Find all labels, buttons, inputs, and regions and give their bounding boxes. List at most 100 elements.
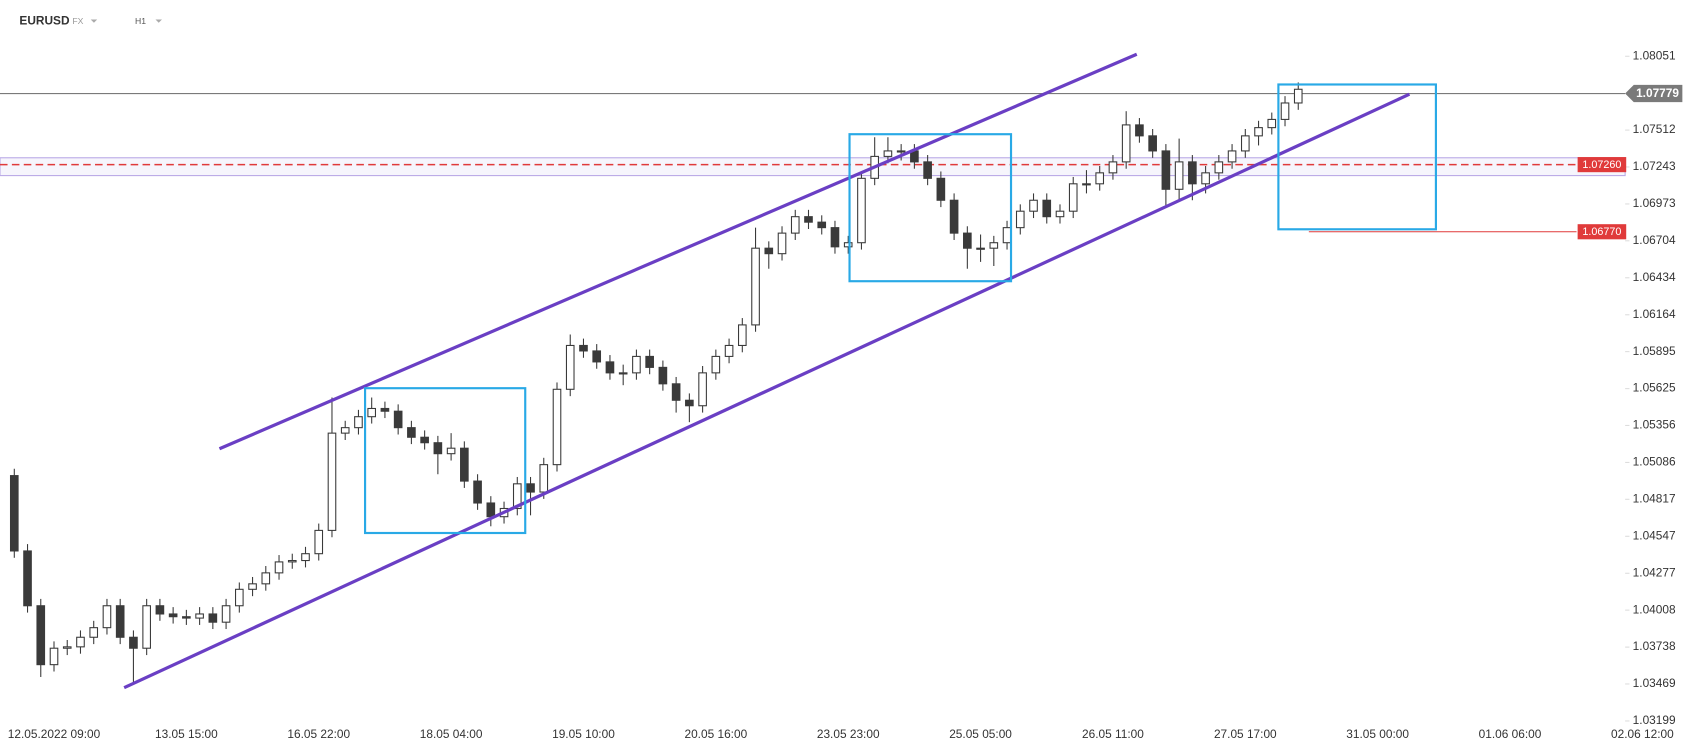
candle-body [936, 177, 946, 201]
x-tick-label: 02.06 12:00 [1611, 727, 1674, 741]
candle-body [632, 355, 641, 374]
symbol[interactable]: EURUSD [19, 14, 70, 28]
y-tick-label: 1.05625 [1633, 381, 1676, 395]
market: FX [72, 16, 83, 26]
resistance-zone [0, 157, 1626, 177]
candle-body [565, 344, 575, 390]
y-tick-label: 1.06164 [1633, 307, 1676, 321]
candle-body [1293, 88, 1303, 104]
x-tick-label: 19.05 10:00 [552, 727, 615, 741]
y-tick-label: 1.07243 [1633, 159, 1676, 173]
candle-body [208, 613, 218, 623]
candle-body [486, 502, 496, 518]
candle-body [36, 605, 46, 666]
candle-body [261, 572, 271, 585]
interval[interactable]: H1 [135, 16, 146, 26]
x-tick-label: 23.05 23:00 [817, 727, 880, 741]
y-tick-label: 1.06973 [1633, 196, 1676, 210]
candle-body [1055, 210, 1065, 218]
candle-body [1042, 199, 1052, 218]
level-tag [1577, 224, 1627, 240]
y-tick-label: 1.04008 [1633, 602, 1676, 616]
candle-body [1135, 124, 1144, 137]
candle-body [989, 242, 999, 249]
candle-body [407, 427, 416, 438]
candle-body [923, 161, 932, 179]
y-tick-label: 1.08051 [1633, 48, 1676, 62]
candle-body [433, 442, 443, 455]
x-tick-label: 27.05 17:00 [1214, 727, 1277, 741]
y-tick-label: 1.06704 [1633, 233, 1676, 247]
interval-dropdown[interactable] [155, 19, 162, 23]
candle-body [1082, 183, 1091, 186]
candle-body [1068, 183, 1078, 212]
candle-body [777, 232, 787, 255]
candle-body [195, 613, 204, 619]
candle-body [314, 529, 324, 555]
x-tick-label: 26.05 11:00 [1082, 727, 1144, 741]
candle-body [1174, 161, 1184, 190]
candle-body [367, 407, 377, 418]
candle-body [605, 361, 615, 374]
y-tick-label: 1.04547 [1633, 528, 1676, 542]
candle-body [1227, 150, 1237, 163]
candle-body [698, 372, 707, 407]
highlight-box [363, 387, 527, 535]
y-tick-label: 1.04277 [1633, 565, 1676, 579]
candle-body [89, 627, 99, 638]
current-price-label: 1.07779 [1636, 86, 1679, 100]
highlight-box [848, 133, 1013, 283]
candle-body [724, 344, 734, 357]
candle-body [751, 247, 760, 326]
candle-body [1002, 227, 1012, 244]
candle-body [62, 646, 72, 649]
candle-body [857, 177, 866, 244]
x-tick-label: 31.05 00:00 [1346, 727, 1409, 741]
x-tick-label: 16.05 22:00 [287, 727, 350, 741]
candle-body [76, 636, 85, 648]
candle-body [1267, 118, 1277, 129]
candle-body [327, 432, 337, 531]
candle-body [711, 355, 721, 374]
candle-body [618, 372, 628, 375]
candle-body [1161, 150, 1171, 190]
candle-body [182, 616, 191, 619]
candle-body [473, 480, 482, 504]
y-tick-label: 1.03738 [1633, 639, 1676, 653]
x-tick-label: 18.05 04:00 [420, 727, 483, 741]
candle-body [963, 232, 972, 249]
candle-body [1015, 210, 1025, 229]
y-tick-label: 1.03199 [1633, 713, 1676, 727]
candle-body [685, 399, 694, 407]
candle-body [102, 605, 112, 629]
candle-body [155, 605, 165, 615]
candle-body [804, 216, 813, 223]
y-tick-label: 1.03469 [1633, 676, 1676, 690]
candle-body [1201, 172, 1210, 185]
candle-body [1095, 172, 1105, 185]
candle-body [221, 605, 231, 623]
candle-body [1029, 199, 1038, 212]
candle-body [129, 636, 138, 649]
candle-body [23, 550, 32, 607]
candle-body [340, 427, 350, 434]
candle-body [420, 436, 429, 444]
candle-body [49, 647, 59, 666]
candle-body [645, 355, 654, 368]
candle-body [1188, 161, 1197, 185]
candle-body [790, 216, 800, 234]
candle-body [354, 416, 363, 429]
y-tick-label: 1.05086 [1633, 455, 1676, 469]
candle-body [883, 150, 893, 157]
market-dropdown[interactable] [90, 19, 98, 23]
candle-body [592, 350, 602, 363]
candle-body [460, 447, 469, 482]
candle-body [9, 475, 19, 552]
candle-body [248, 583, 257, 590]
level-label: 1.07260 [1582, 159, 1621, 171]
candle-body [671, 383, 681, 401]
candle-body [1254, 127, 1263, 137]
